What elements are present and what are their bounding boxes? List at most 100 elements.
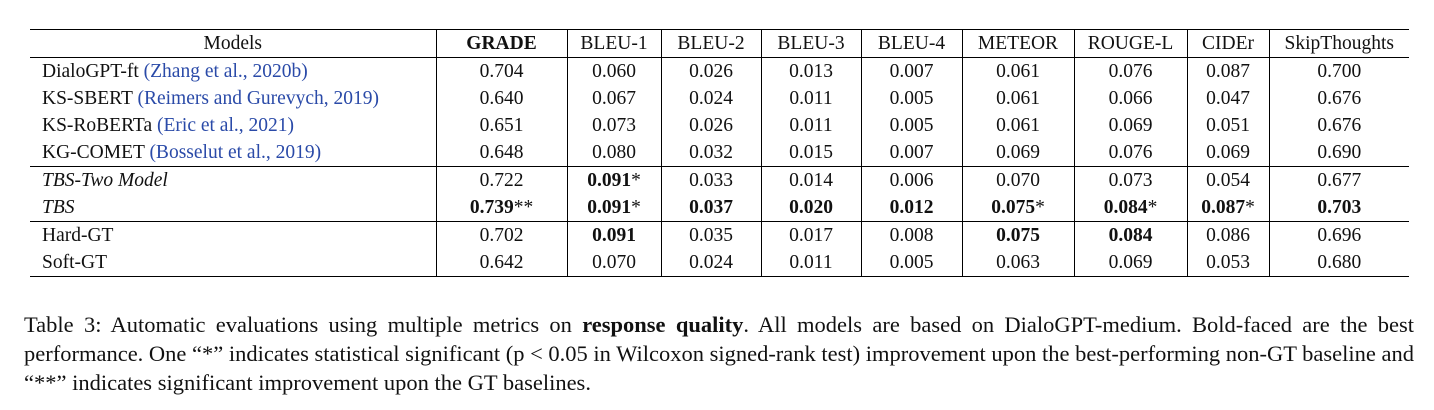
header-metric: ROUGE-L	[1074, 29, 1188, 58]
metric-cell: 0.087*	[1187, 194, 1270, 222]
model-name: Hard-GT	[42, 225, 114, 246]
metric-value: 0.063	[996, 252, 1040, 273]
metric-cell: 0.084*	[1074, 194, 1188, 222]
model-name-cell: Hard-GT	[30, 221, 437, 249]
metric-cell: 0.640	[436, 85, 568, 112]
model-name-cell: KS-SBERT (Reimers and Gurevych, 2019)	[30, 85, 437, 112]
metric-cell: 0.026	[661, 57, 762, 85]
metric-value: 0.015	[789, 142, 833, 163]
metric-value: 0.690	[1317, 142, 1362, 163]
metric-value: 0.020	[789, 197, 833, 218]
metric-cell: 0.739**	[436, 194, 568, 222]
significance-marker: *	[631, 197, 641, 218]
metric-value: 0.676	[1317, 115, 1362, 136]
metric-value: 0.007	[889, 61, 934, 82]
metric-cell: 0.091	[567, 221, 662, 249]
metric-cell: 0.070	[962, 166, 1075, 194]
metric-cell: 0.075	[962, 221, 1075, 249]
metric-value: 0.017	[789, 225, 833, 246]
metric-value: 0.035	[689, 225, 733, 246]
metric-value: 0.703	[1317, 197, 1362, 218]
metric-cell: 0.066	[1074, 85, 1188, 112]
metric-cell: 0.047	[1187, 85, 1270, 112]
table-row: KG-COMET (Bosselut et al., 2019) 0.648 0.0…	[30, 139, 1409, 167]
table-body: DialoGPT-ft (Zhang et al., 2020b) 0.704 0.…	[30, 57, 1409, 277]
metric-value: 0.008	[889, 225, 934, 246]
citation-link[interactable]: (Zhang et al., 2020b)	[143, 61, 308, 82]
metric-cell: 0.076	[1074, 57, 1188, 85]
metric-value: 0.676	[1317, 88, 1362, 109]
metric-cell: 0.070	[567, 249, 662, 277]
metric-value: 0.006	[889, 170, 934, 191]
metric-cell: 0.703	[1269, 194, 1409, 222]
metric-cell: 0.024	[661, 249, 762, 277]
metric-value: 0.069	[1108, 115, 1153, 136]
metric-value: 0.076	[1108, 142, 1153, 163]
model-name-cell: KG-COMET (Bosselut et al., 2019)	[30, 139, 437, 167]
metric-value: 0.640	[479, 88, 524, 109]
metric-value: 0.024	[689, 88, 733, 109]
metric-value: 0.700	[1317, 61, 1362, 82]
metric-value: 0.014	[789, 170, 833, 191]
metric-value: 0.024	[689, 252, 733, 273]
metric-cell: 0.012	[861, 194, 963, 222]
metric-cell: 0.035	[661, 221, 762, 249]
metric-value: 0.013	[789, 61, 833, 82]
metric-value: 0.091	[587, 197, 632, 218]
metric-cell: 0.013	[761, 57, 862, 85]
header-metric: CIDEr	[1187, 29, 1270, 58]
metric-value: 0.086	[1206, 225, 1250, 246]
table-row: DialoGPT-ft (Zhang et al., 2020b) 0.704 0.…	[30, 57, 1409, 85]
metric-cell: 0.073	[1074, 166, 1188, 194]
header-metric: BLEU-2	[661, 29, 762, 58]
metric-value: 0.075	[991, 197, 1036, 218]
metric-value: 0.696	[1317, 225, 1362, 246]
metric-value: 0.739	[469, 197, 514, 218]
metric-value: 0.084	[1103, 197, 1148, 218]
significance-marker: *	[631, 170, 641, 191]
metric-cell: 0.017	[761, 221, 862, 249]
significance-marker: **	[513, 197, 534, 218]
metric-value: 0.005	[889, 252, 934, 273]
metric-value: 0.084	[1108, 225, 1153, 246]
metric-value: 0.011	[789, 252, 833, 273]
table-row: KS-RoBERTa (Eric et al., 2021) 0.651 0.073…	[30, 112, 1409, 139]
model-name: KS-RoBERTa	[42, 115, 153, 136]
metric-value: 0.054	[1206, 170, 1250, 191]
metric-cell: 0.011	[761, 112, 862, 139]
metric-value: 0.060	[592, 61, 636, 82]
citation-link[interactable]: (Eric et al., 2021)	[157, 115, 295, 136]
model-name: KG-COMET	[42, 142, 145, 163]
metric-cell: 0.069	[962, 139, 1075, 167]
caption-text-2: . All models are based on DialoGPT-mediu…	[24, 312, 1415, 395]
metric-cell: 0.007	[861, 57, 963, 85]
significance-marker: *	[1035, 197, 1045, 218]
metric-value: 0.005	[889, 88, 934, 109]
metric-cell: 0.696	[1269, 221, 1409, 249]
metric-cell: 0.015	[761, 139, 862, 167]
significance-marker: *	[1147, 197, 1158, 218]
metric-value: 0.007	[889, 142, 934, 163]
results-table: Models GRADE BLEU-1 BLEU-2 BLEU-3 BLEU-4 METEO…	[30, 29, 1409, 277]
citation-link[interactable]: (Reimers and Gurevych, 2019)	[137, 88, 379, 109]
caption-label: Table 3:	[24, 312, 102, 337]
metric-value: 0.033	[689, 170, 733, 191]
metric-value: 0.012	[889, 197, 934, 218]
header-metric: GRADE	[436, 29, 568, 58]
metric-cell: 0.032	[661, 139, 762, 167]
header-row: Models GRADE BLEU-1 BLEU-2 BLEU-3 BLEU-4 METEO…	[30, 29, 1409, 58]
citation-link[interactable]: (Bosselut et al., 2019)	[149, 142, 322, 163]
metric-cell: 0.076	[1074, 139, 1188, 167]
model-name: DialoGPT-ft	[42, 61, 139, 82]
metric-value: 0.651	[479, 115, 524, 136]
metric-cell: 0.087	[1187, 57, 1270, 85]
metric-value: 0.061	[996, 88, 1040, 109]
table-row: TBS 0.739** 0.091* 0.037 0.020 0.012 0.075* 0.0…	[30, 194, 1409, 222]
metric-cell: 0.061	[962, 57, 1075, 85]
table-row: KS-SBERT (Reimers and Gurevych, 2019) 0.6…	[30, 85, 1409, 112]
metric-value: 0.070	[996, 170, 1040, 191]
metric-value: 0.011	[789, 88, 833, 109]
metric-cell: 0.702	[436, 221, 568, 249]
table-caption: Table 3: Automatic evaluations using mul…	[24, 310, 1414, 397]
metric-cell: 0.676	[1269, 85, 1409, 112]
